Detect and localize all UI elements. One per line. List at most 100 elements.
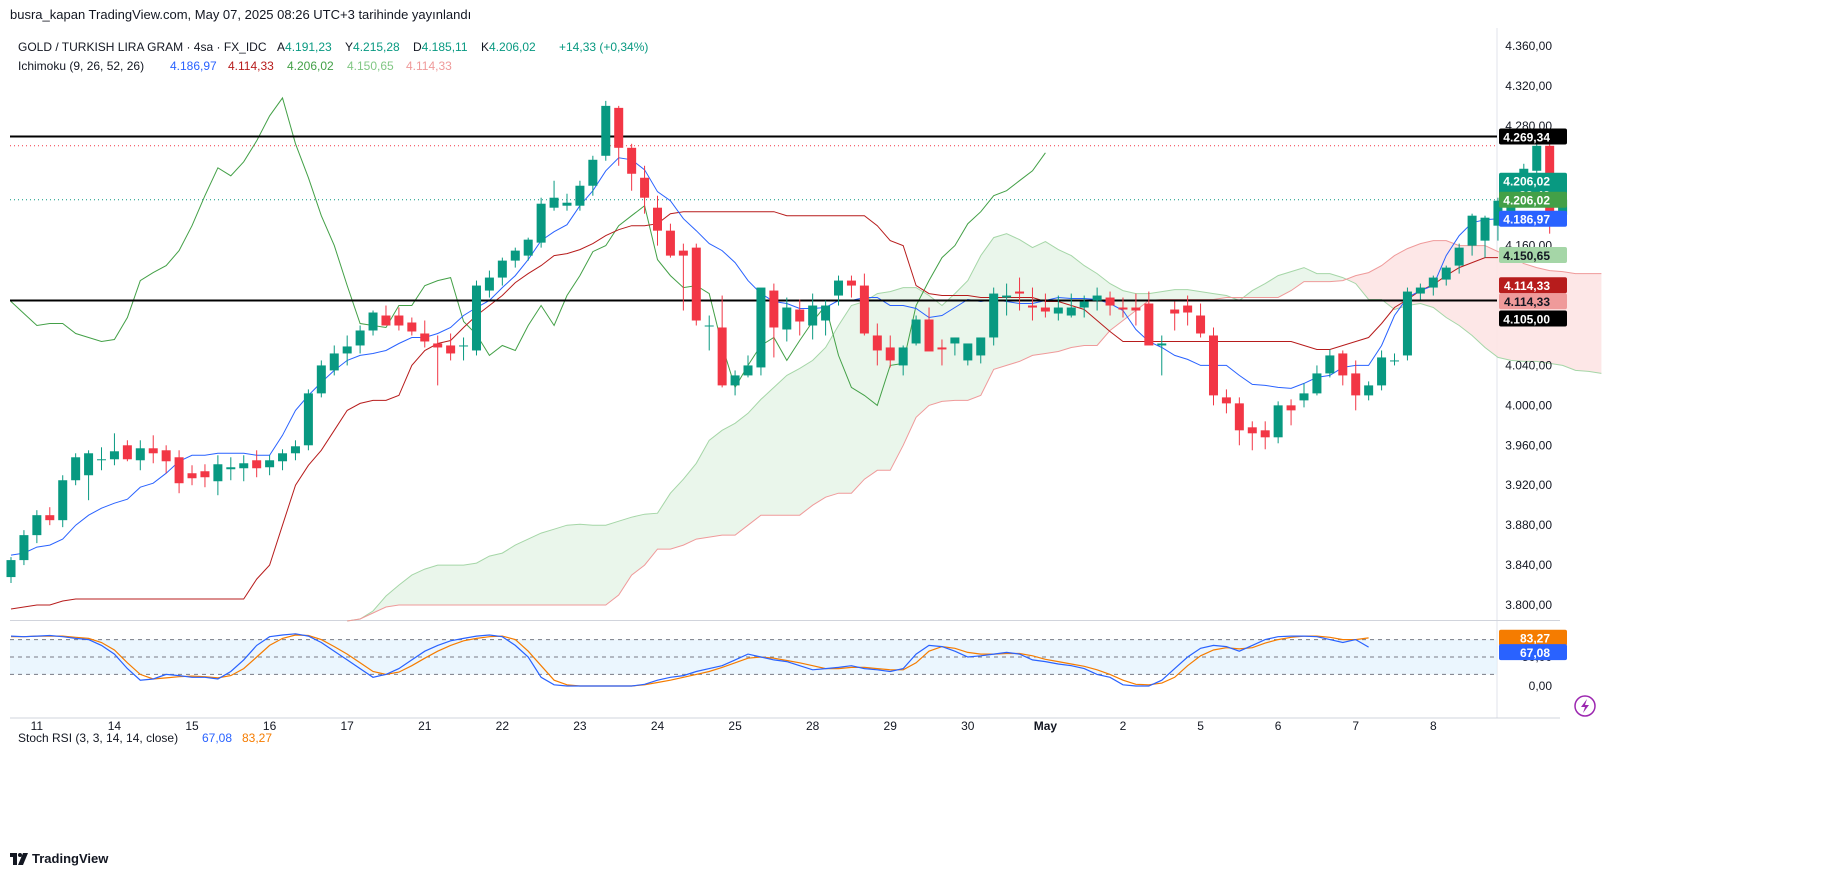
cloud-fill (1342, 240, 1602, 374)
badge-rsi-d-text: 83,27 (1520, 632, 1550, 646)
candle-body (471, 285, 481, 351)
cloud-fill (1239, 267, 1343, 301)
time-tick-label: 28 (806, 719, 820, 733)
candle-body (1467, 215, 1477, 246)
candle-body (1260, 430, 1270, 438)
legend-change: +14,33 (+0,34%) (559, 40, 648, 54)
candle-body (1532, 145, 1542, 171)
horizontal-lines[interactable] (10, 135, 1497, 302)
lightning-icon[interactable] (1574, 695, 1596, 717)
candle-body (32, 515, 42, 536)
price-tick-label: 3.920,00 (1505, 478, 1552, 492)
badge-line-high: 4.269,34 (1499, 128, 1567, 145)
candle-body (846, 280, 856, 286)
time-tick-label: 24 (651, 719, 665, 733)
candle-body (342, 346, 352, 354)
price-tick-label: 4.040,00 (1505, 358, 1552, 372)
tradingview-logo-icon (10, 852, 28, 865)
time-tick-label: 2 (1120, 719, 1127, 733)
candle-body (394, 315, 404, 326)
candle-body (859, 285, 869, 334)
candle-body (1364, 385, 1374, 396)
candle-body (368, 312, 378, 331)
candle-body (1183, 305, 1193, 313)
candle-body (303, 393, 313, 446)
badge-line-low: 4.105,00 (1499, 310, 1567, 327)
candle-body (1377, 357, 1387, 386)
badge-kijun: 4.114,33 (1499, 277, 1567, 294)
candle-body (1196, 315, 1206, 334)
badge-tenkan: 4.186,97 (1499, 210, 1567, 227)
candle-body (1040, 307, 1050, 312)
candle-body (381, 315, 391, 326)
time-tick-label: 6 (1275, 719, 1282, 733)
candle-body (665, 230, 675, 256)
candle-body (1105, 297, 1115, 306)
candle-body (1415, 287, 1425, 294)
candle-body (640, 177, 650, 198)
time-tick-label: 14 (108, 719, 122, 733)
candle-body (614, 107, 624, 148)
candle-body (653, 207, 662, 231)
badge-rsi-k-bg (1499, 644, 1567, 661)
candle-body (937, 347, 947, 350)
badge-span-b-bg (1499, 293, 1567, 310)
candle-body (730, 375, 740, 386)
cloud-fill (347, 233, 1227, 621)
candle-body (963, 343, 973, 361)
price-chart[interactable]: 50,000,00 3.800,00 3.840,00 3.880,00 3.920,… (0, 0, 1825, 840)
candle-body (1234, 403, 1244, 431)
candle-body (148, 448, 158, 454)
candle-body (924, 319, 934, 352)
badge-rsi-k-text: 67,08 (1520, 646, 1550, 660)
candle-body (1299, 393, 1309, 401)
candle-body (1493, 200, 1503, 226)
candle-body (122, 445, 132, 460)
candle-body (213, 464, 223, 482)
candle-body (1428, 277, 1438, 288)
candle-body (316, 365, 326, 394)
price-tick-label: 4.320,00 (1505, 79, 1552, 93)
candle-body (911, 319, 921, 344)
candle-body (1390, 360, 1400, 362)
legend-symbol: GOLD / TURKISH LIRA GRAM · 4sa · FX_IDC (18, 40, 267, 54)
candle-body (71, 457, 81, 481)
candle-body (1441, 267, 1451, 280)
rsi-band (10, 639, 1497, 675)
candle-body (45, 515, 55, 521)
candle-body (200, 471, 210, 478)
candle-body (135, 448, 145, 461)
candle-body (950, 337, 960, 344)
badge-rsi-d-bg (1499, 629, 1567, 646)
candle-body (601, 105, 611, 156)
candle-body (989, 293, 999, 338)
candle-body (497, 260, 507, 278)
candle-body (1338, 353, 1348, 376)
lagging-span-line (10, 96, 1046, 407)
time-tick-label: 25 (728, 719, 742, 733)
legend-span-b: 4.114,33 (406, 59, 452, 73)
candle-body (976, 337, 986, 356)
stoch-d-line (11, 634, 1369, 687)
badge-tenkan-bg (1499, 210, 1567, 227)
badge-span-a: 4.150,65 (1499, 246, 1567, 263)
legend-span-a: 4.150,65 (347, 59, 394, 73)
candle-body (627, 147, 637, 174)
tenkan-line (10, 157, 1499, 556)
candle-body (355, 330, 365, 346)
badge-line-high-text: 4.269,34 (1503, 130, 1550, 144)
stoch-rsi-pane: 50,000,00 (10, 633, 1552, 693)
legend-close: K4.206,02 (481, 40, 536, 54)
candle-body (575, 185, 585, 206)
candle-body (756, 287, 766, 368)
badge-span-b: 4.114,33 (1499, 293, 1567, 310)
time-tick-label: 17 (341, 719, 355, 733)
badge-price-text: 4.206,02 (1503, 175, 1550, 189)
candle-body (459, 345, 469, 347)
time-axis[interactable]: 11 14 15 16 17 21 22 23 24 25 28 29 30 May 2 5 6 7 8 (31, 719, 1437, 733)
candle-body (1118, 307, 1128, 310)
legend-kijun: 4.114,33 (228, 59, 274, 73)
candle-body (290, 446, 300, 454)
candle-body (329, 353, 339, 371)
candle-body (743, 365, 753, 376)
